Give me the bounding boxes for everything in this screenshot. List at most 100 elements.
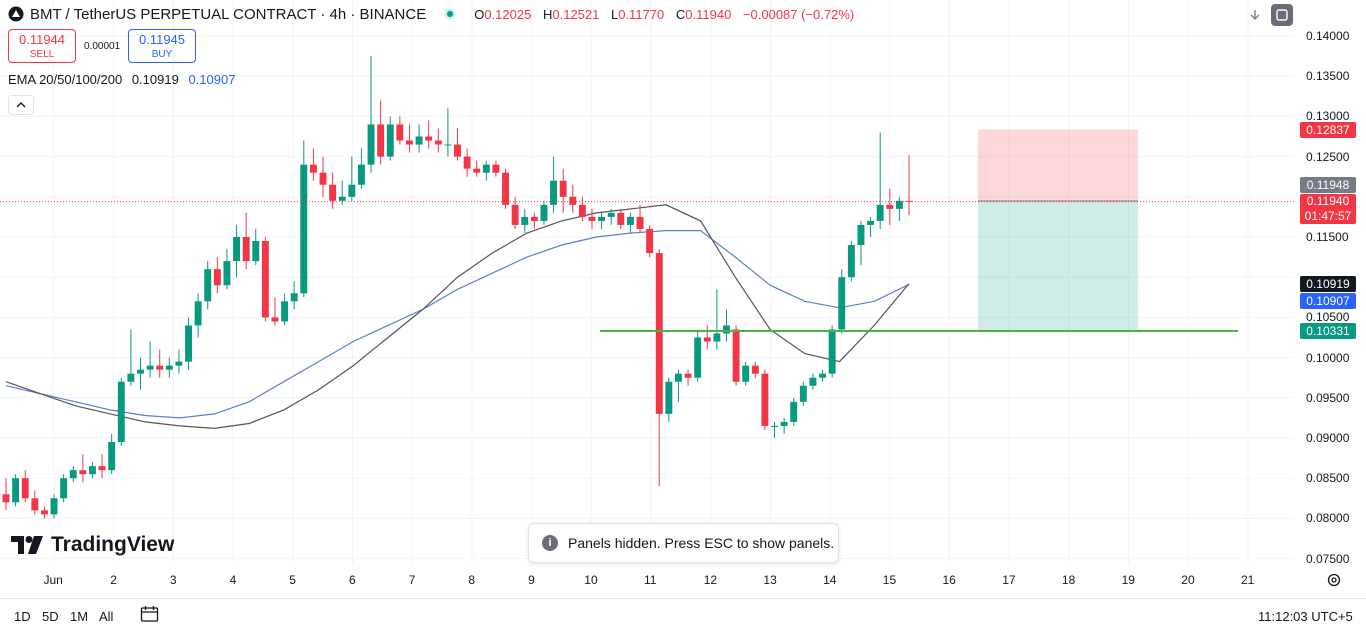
candle-body <box>127 373 135 382</box>
candle <box>857 220 865 266</box>
candle <box>723 309 730 342</box>
candle-body <box>271 317 279 322</box>
symbol-title[interactable]: BMT / TetherUS PERPETUAL CONTRACT · 4h ·… <box>30 5 427 23</box>
tradingview-logo[interactable]: TradingView <box>11 533 174 557</box>
stop-zone <box>978 129 1138 201</box>
candle-body <box>98 466 106 471</box>
candle-body <box>165 365 173 370</box>
candle <box>88 462 96 479</box>
fullscreen-button[interactable] <box>1271 4 1293 26</box>
candle <box>771 421 778 438</box>
last-price-badge: 0.11940 01:47:57 <box>1300 194 1356 224</box>
time-tick-label: 17 <box>1002 573 1016 587</box>
price-chart[interactable] <box>0 0 1366 600</box>
candle <box>665 377 673 422</box>
sell-button[interactable]: 0.11944 SELL <box>8 29 76 63</box>
candle-body <box>223 261 231 286</box>
candle-body <box>329 184 337 201</box>
candle <box>569 184 577 213</box>
candle <box>117 377 125 447</box>
time-tick-label: Jun <box>43 573 63 587</box>
chevron-up-icon <box>16 102 26 108</box>
open-value: 0.12025 <box>484 6 532 22</box>
candle-body <box>415 136 423 145</box>
candle-body <box>511 204 519 225</box>
market-status-icon[interactable] <box>444 8 456 20</box>
candle <box>261 237 269 322</box>
timezone-clock[interactable]: 11:12:03 UTC+5 <box>1258 609 1353 624</box>
target-zone <box>978 200 1138 331</box>
time-tick-label: 8 <box>468 573 476 587</box>
candle-body <box>377 124 385 157</box>
candle <box>799 381 807 406</box>
range-all-button[interactable]: All <box>99 609 114 624</box>
candle <box>636 204 644 233</box>
candle-body <box>396 124 404 141</box>
candle <box>357 148 365 189</box>
candle-body <box>809 377 817 386</box>
range-1m-button[interactable]: 1M <box>70 609 89 624</box>
candle-body <box>281 301 289 322</box>
candle-body <box>665 381 673 414</box>
chart-settings-button[interactable] <box>1326 572 1342 592</box>
candle <box>69 466 77 483</box>
candle-body <box>338 196 346 201</box>
candle <box>194 293 202 338</box>
price-tick-label: 0.11500 <box>1306 230 1349 244</box>
buy-button[interactable]: 0.11945 BUY <box>128 29 196 63</box>
time-tick-label: 15 <box>882 573 897 587</box>
ema-legend[interactable]: EMA 20/50/100/200 0.10919 0.10907 <box>8 72 235 87</box>
candle <box>511 196 519 229</box>
collapse-legend-button[interactable] <box>8 95 34 115</box>
candle <box>713 289 721 350</box>
price-tick-label: 0.08000 <box>1306 511 1350 526</box>
candle-body <box>674 373 682 382</box>
candle-body <box>12 478 20 503</box>
toast-text: Panels hidden. Press ESC to show panels. <box>568 535 835 551</box>
candle <box>204 261 212 310</box>
chart-header: BMT / TetherUS PERPETUAL CONTRACT · 4h ·… <box>8 4 862 24</box>
scroll-down-button[interactable] <box>1244 4 1266 26</box>
candle <box>502 168 509 209</box>
candle <box>588 208 596 229</box>
date-range-button[interactable] <box>140 605 160 628</box>
tradingview-logo-icon <box>11 536 43 554</box>
candle <box>780 417 788 434</box>
candle-body <box>521 216 529 225</box>
candle-body <box>31 498 39 511</box>
ema-black-badge: 0.10919 <box>1300 276 1356 292</box>
range-1d-button[interactable]: 1D <box>14 609 31 624</box>
candle <box>290 281 298 310</box>
candle-body <box>828 329 836 374</box>
candle-body <box>559 180 567 197</box>
candle <box>281 293 289 326</box>
candle <box>540 200 548 225</box>
candle <box>434 128 442 153</box>
candle <box>703 325 711 350</box>
candle-body <box>252 241 260 262</box>
candle-body <box>233 237 241 262</box>
range-5d-button[interactable]: 5D <box>42 609 59 624</box>
candle-body <box>857 224 865 246</box>
close-value: 0.11940 <box>685 6 732 22</box>
candle <box>646 224 654 258</box>
candle-body <box>732 329 740 382</box>
candle <box>742 361 750 386</box>
candle-body <box>646 228 654 254</box>
candle <box>406 124 413 153</box>
candle-body <box>895 200 903 209</box>
candle-body <box>742 365 750 382</box>
sell-price: 0.11944 <box>18 32 66 47</box>
ema-line-black <box>5 204 910 430</box>
candle-body <box>2 494 10 503</box>
candle <box>463 148 471 177</box>
candle-body <box>454 144 461 157</box>
change-value: −0.00087 (−0.72%) <box>742 6 855 22</box>
candle <box>12 474 20 507</box>
candle <box>751 361 759 378</box>
candle <box>338 180 346 205</box>
candle-body <box>357 164 365 185</box>
candle <box>847 241 855 282</box>
candle <box>905 154 913 216</box>
candle-body <box>50 498 58 515</box>
